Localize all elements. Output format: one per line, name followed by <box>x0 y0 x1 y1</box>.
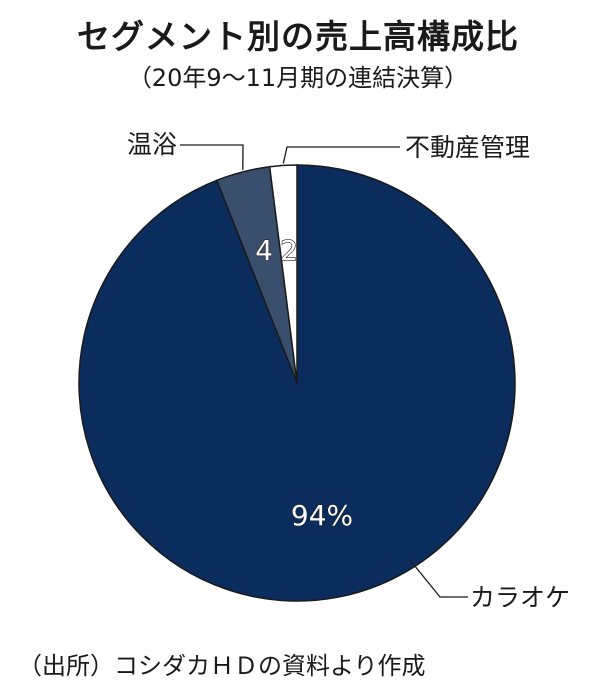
chart-title: セグメント別の売上高構成比 <box>77 17 519 56</box>
category-label-fudosan: 不動産管理 <box>405 133 530 162</box>
leader-line-onyoku <box>180 144 244 170</box>
data-label-fudosan: 2 <box>280 234 298 267</box>
data-label-onyoku: 4 <box>255 234 273 267</box>
category-label-onyoku: 温浴 <box>127 130 177 159</box>
leader-line-karaoke <box>409 559 468 598</box>
leader-line-fudosan <box>282 146 400 164</box>
pie-slice-fudosan <box>268 164 298 384</box>
source-note: （出所）コシダカＨＤの資料より作成 <box>18 652 426 680</box>
chart-subtitle: （20年9～11月期の連結決算） <box>127 64 469 92</box>
category-label-karaoke: カラオケ <box>470 583 570 612</box>
data-label-karaoke: 94% <box>291 499 353 532</box>
